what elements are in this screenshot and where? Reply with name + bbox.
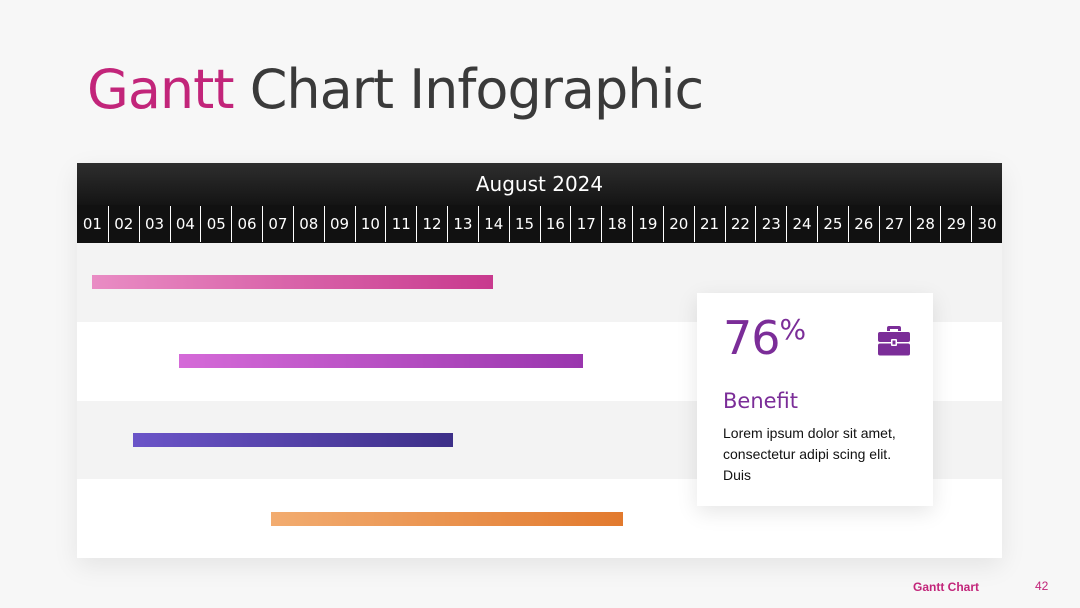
day-label: 28 bbox=[909, 206, 941, 242]
footer-label: Gantt Chart bbox=[913, 580, 979, 594]
page-title: Gantt Chart Infographic bbox=[87, 58, 705, 123]
day-label: 19 bbox=[632, 206, 663, 242]
benefit-value: 76 bbox=[723, 311, 781, 365]
day-label: 08 bbox=[292, 206, 324, 242]
benefit-card: 76% Benefit Lorem ipsum dolor sit amet, … bbox=[697, 293, 933, 506]
day-label: 15 bbox=[508, 206, 540, 242]
day-label: 27 bbox=[878, 206, 910, 242]
task-bar bbox=[178, 354, 583, 369]
task-bar bbox=[92, 275, 494, 290]
day-label: 23 bbox=[755, 206, 786, 242]
day-label: 02 bbox=[107, 206, 139, 242]
day-label: 07 bbox=[262, 206, 293, 242]
day-label: 26 bbox=[847, 206, 879, 242]
day-label: 30 bbox=[971, 206, 1002, 242]
day-label: 16 bbox=[539, 206, 571, 242]
briefcase-icon bbox=[878, 326, 910, 356]
title-rest: Chart Infographic bbox=[249, 58, 705, 121]
task-bar bbox=[132, 432, 454, 447]
day-label: 24 bbox=[786, 206, 817, 242]
day-label: 17 bbox=[570, 206, 601, 242]
day-label: 14 bbox=[477, 206, 509, 242]
benefit-description: Lorem ipsum dolor sit amet, consectetur … bbox=[723, 425, 896, 483]
day-label: 09 bbox=[323, 206, 355, 242]
day-label: 13 bbox=[447, 206, 478, 242]
day-label: 10 bbox=[354, 206, 386, 242]
benefit-unit: % bbox=[779, 313, 807, 346]
day-label: 18 bbox=[601, 206, 632, 242]
benefit-label: Benefit bbox=[723, 389, 799, 413]
day-label: 12 bbox=[416, 206, 447, 242]
day-header-row: 01 02 03 04 05 06 07 08 09 10 11 12 13 14 15 16 17 18 19 20… bbox=[77, 205, 1002, 243]
task-bar bbox=[271, 511, 623, 526]
benefit-percentage: 76% bbox=[723, 311, 807, 365]
day-label: 05 bbox=[200, 206, 231, 242]
day-label: 20 bbox=[662, 206, 694, 242]
day-label: 29 bbox=[940, 206, 971, 242]
day-label: 01 bbox=[82, 215, 102, 233]
day-label: 04 bbox=[169, 206, 201, 242]
day-label: 11 bbox=[385, 206, 416, 242]
day-label: 25 bbox=[817, 206, 848, 242]
day-label: 06 bbox=[231, 206, 262, 242]
month-header: August 2024 bbox=[77, 163, 1002, 205]
day-label: 21 bbox=[693, 206, 725, 242]
title-highlight: Gantt bbox=[87, 58, 235, 121]
page-number: 42 bbox=[1035, 579, 1049, 593]
day-label: 22 bbox=[724, 206, 756, 242]
gantt-chart: August 2024 01 02 03 04 05 06 07 08 09 10 11 12 13 14… bbox=[77, 163, 1002, 558]
day-label: 03 bbox=[138, 206, 170, 242]
